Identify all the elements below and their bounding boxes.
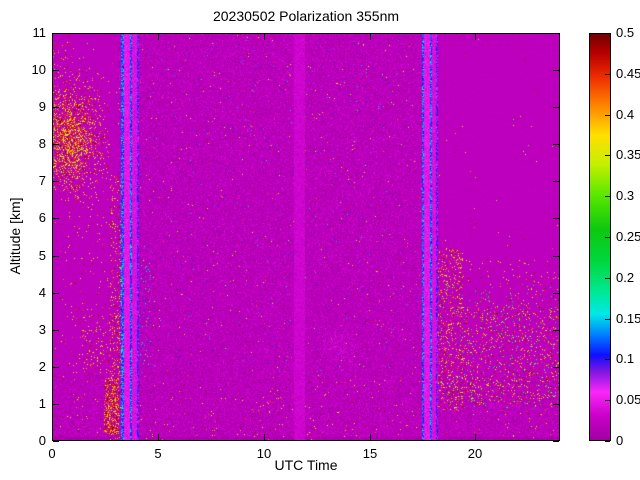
x-tick [264, 434, 265, 440]
colorbar-tick [605, 441, 610, 442]
y-tick [553, 256, 559, 257]
plot-area [52, 33, 560, 441]
colorbar-tick [605, 74, 610, 75]
x-tick-label: 0 [48, 446, 56, 461]
colorbar-canvas [589, 33, 611, 441]
x-tick [52, 34, 53, 40]
y-tick [553, 144, 559, 145]
y-tick-label: 5 [38, 248, 46, 263]
colorbar-tick [605, 278, 610, 279]
x-tick [158, 434, 159, 440]
x-tick [475, 434, 476, 440]
y-tick-label: 8 [38, 136, 46, 151]
y-tick [553, 181, 559, 182]
y-tick [553, 330, 559, 331]
colorbar-tick [605, 155, 610, 156]
x-tick-label: 20 [467, 446, 483, 461]
x-tick [158, 34, 159, 40]
heatmap-canvas [52, 33, 560, 441]
y-tick-label: 4 [38, 285, 46, 300]
colorbar-tick-label: 0.05 [616, 392, 640, 407]
y-tick [53, 441, 59, 442]
y-tick [553, 218, 559, 219]
colorbar-tick-label: 0.4 [616, 107, 635, 122]
y-tick [53, 181, 59, 182]
colorbar-tick [605, 115, 610, 116]
x-tick-label: 10 [256, 446, 272, 461]
y-tick [53, 33, 59, 34]
y-tick-label: 10 [31, 62, 46, 77]
x-tick [264, 34, 265, 40]
y-tick-label: 1 [38, 396, 46, 411]
colorbar-tick-label: 0.5 [616, 25, 635, 40]
y-tick [553, 293, 559, 294]
y-tick-label: 11 [32, 25, 47, 40]
colorbar-tick-label: 0.25 [616, 229, 640, 244]
y-tick-label: 3 [38, 322, 46, 337]
y-tick [553, 441, 559, 442]
y-tick [53, 144, 59, 145]
y-tick [553, 70, 559, 71]
colorbar-tick-label: 0 [616, 433, 624, 448]
y-tick [553, 367, 559, 368]
x-axis-label: UTC Time [274, 457, 338, 473]
y-tick-label: 9 [38, 99, 46, 114]
colorbar-tick [605, 237, 610, 238]
colorbar-tick-label: 0.2 [616, 270, 635, 285]
x-tick [370, 34, 371, 40]
x-tick [52, 434, 53, 440]
y-tick-label: 0 [38, 433, 46, 448]
y-tick [553, 33, 559, 34]
colorbar-tick [605, 33, 610, 34]
colorbar-tick-label: 0.3 [616, 188, 635, 203]
y-tick [553, 107, 559, 108]
y-tick-label: 7 [38, 173, 46, 188]
colorbar-tick-label: 0.1 [616, 351, 635, 366]
y-tick [553, 404, 559, 405]
chart-title: 20230502 Polarization 355nm [212, 8, 400, 24]
x-tick-label: 5 [154, 446, 162, 461]
x-tick [370, 434, 371, 440]
y-tick [53, 218, 59, 219]
y-tick [53, 404, 59, 405]
y-tick [53, 330, 59, 331]
x-tick-label: 15 [362, 446, 378, 461]
colorbar-tick [605, 359, 610, 360]
colorbar-tick [605, 319, 610, 320]
y-tick-label: 6 [38, 210, 46, 225]
colorbar-tick-label: 0.35 [616, 147, 640, 162]
colorbar-tick [605, 196, 610, 197]
y-tick [53, 256, 59, 257]
y-tick [53, 367, 59, 368]
x-tick [475, 34, 476, 40]
y-tick-label: 2 [38, 359, 46, 374]
colorbar-tick-label: 0.45 [616, 66, 640, 81]
y-tick [53, 107, 59, 108]
colorbar-tick [605, 400, 610, 401]
y-tick [53, 70, 59, 71]
y-tick [53, 293, 59, 294]
colorbar-tick-label: 0.15 [616, 311, 640, 326]
